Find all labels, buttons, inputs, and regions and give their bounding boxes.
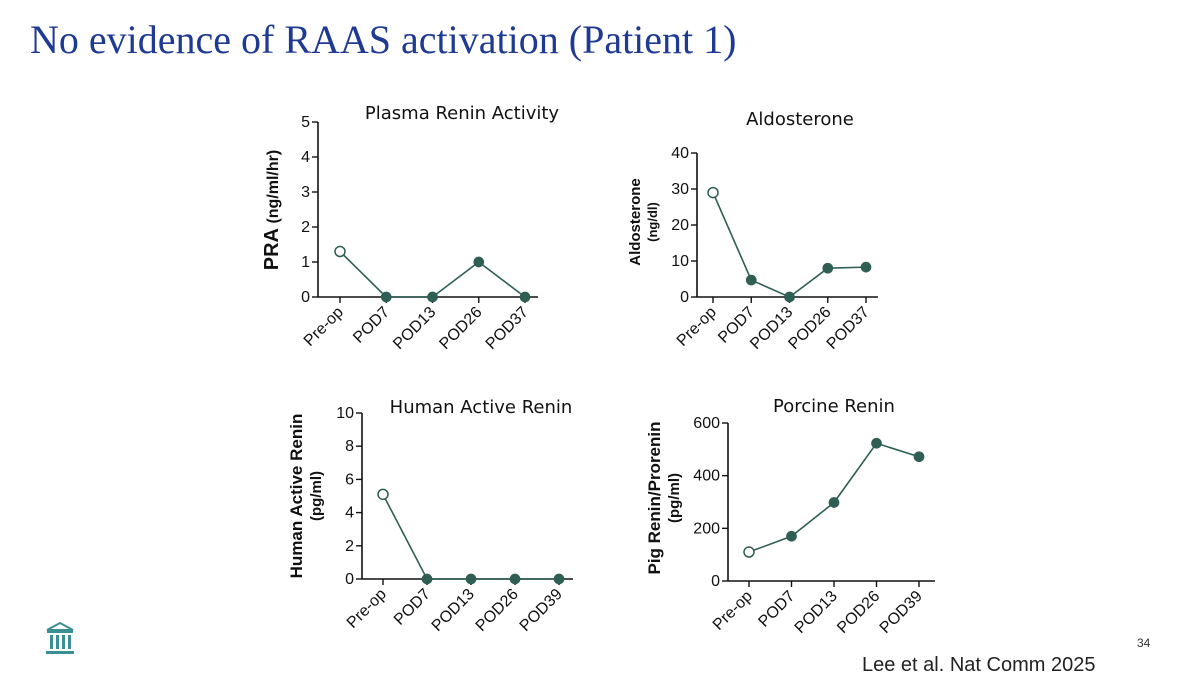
chart-1-ytick-label: 3 — [301, 184, 310, 201]
chart-1-xtick-label: POD26 — [436, 304, 485, 353]
chart-1-xtick-label: POD37 — [483, 304, 532, 353]
chart-1-title: Plasma Renin Activity — [365, 103, 560, 124]
chart-3-ylabel: Human Active Renin — [287, 414, 306, 579]
chart-1-ylabel-unit: (ng/ml/hr) — [265, 150, 282, 228]
chart-3-xtick-label: Pre-op — [344, 586, 390, 632]
chart-3-point — [509, 573, 521, 585]
chart-3-point — [465, 573, 477, 585]
chart-4-point — [743, 546, 755, 558]
chart-2-ytick-label: 10 — [671, 253, 689, 270]
chart-3-ytick-label: 4 — [345, 505, 354, 522]
chart-1-series-line — [339, 250, 526, 298]
chart-4-ylabel: Pig Renin/Prorenin — [645, 421, 664, 574]
chart-2-point — [707, 186, 719, 199]
chart-4-title: Porcine Renin — [773, 396, 895, 417]
chart-4-ytick-label: 0 — [711, 573, 720, 590]
chart-3-xtick-label: POD7 — [391, 586, 434, 629]
chart-4-xtick-label: Pre-op — [710, 588, 756, 634]
chart-3-ytick-label: 2 — [345, 538, 354, 555]
chart-2-point — [784, 291, 795, 303]
slide-title: No evidence of RAAS activation (Patient … — [30, 17, 737, 62]
chart-1-xtick-label: POD13 — [390, 304, 439, 353]
chart-2-ylabel-name: Aldosterone — [627, 178, 644, 266]
chart-1-point — [427, 291, 438, 303]
citation: Lee et al. Nat Comm 2025 — [862, 654, 1096, 676]
chart-3-xtick-label: POD39 — [517, 586, 566, 635]
chart-1-ytick-label: 5 — [301, 114, 310, 131]
chart-3-point — [377, 488, 389, 501]
chart-4-ytick-label: 400 — [693, 468, 720, 485]
chart-1-ytick-label: 0 — [301, 289, 310, 306]
chart-4-xtick-label: POD26 — [834, 588, 883, 637]
chart-3-point — [553, 573, 565, 585]
chart-1-point — [473, 256, 485, 268]
chart-3-ylabel-unit: (pg/ml) — [308, 471, 325, 521]
chart-4-ytick-label: 600 — [693, 415, 720, 432]
chart-3-xtick-label: POD13 — [429, 586, 478, 635]
chart-1-ytick-label: 2 — [301, 219, 310, 236]
chart-3-ytick-label: 10 — [336, 405, 354, 422]
chart-2-series-line — [712, 192, 867, 298]
chart-3-xtick-label: POD26 — [473, 586, 522, 635]
chart-2-ytick-label: 30 — [671, 181, 689, 198]
chart-1-xtick-label: POD7 — [350, 304, 393, 347]
chart-4-xtick-label: POD13 — [792, 588, 841, 637]
chart-3-ytick-label: 0 — [345, 571, 354, 588]
chart-2-xtick-label: Pre-op — [674, 304, 720, 350]
chart-4-ylabel-unit: (pg/ml) — [666, 473, 683, 523]
chart-2-ytick-label: 40 — [671, 145, 689, 162]
chart-2-ylabel-unit: (ng/dl) — [645, 202, 660, 242]
chart-3-point — [421, 573, 433, 585]
chart-2-xtick-label: POD37 — [824, 304, 873, 353]
chart-2-ytick-label: 0 — [680, 289, 689, 306]
chart-3-ytick-label: 6 — [345, 471, 354, 488]
chart-1-ylabel-name: PRA — [261, 228, 283, 270]
chart-1-ytick-label: 1 — [301, 254, 310, 271]
chart-1-ylabel: PRA (ng/ml/hr) — [261, 150, 283, 270]
chart-4-point — [786, 530, 797, 542]
chart-4-ylabel-name: Pig Renin/Prorenin — [645, 421, 664, 574]
chart-3-ytick-label: 8 — [345, 438, 354, 455]
chart-4-point — [828, 497, 840, 508]
chart-2-ylabel: Aldosterone — [627, 178, 644, 266]
chart-1-xtick-label: Pre-op — [301, 304, 347, 350]
chart-3-title: Human Active Renin — [390, 397, 573, 418]
chart-4-ytick-label: 200 — [693, 520, 720, 537]
chart-1-point — [519, 291, 531, 303]
chart-1-point — [334, 245, 346, 258]
chart-2-ytick-label: 20 — [671, 217, 689, 234]
chart-2-title: Aldosterone — [746, 109, 854, 130]
chart-4-xtick-label: POD39 — [877, 588, 926, 637]
chart-3-series-line — [382, 493, 559, 580]
institution-columns-icon — [45, 620, 75, 661]
chart-1-ytick-label: 4 — [301, 149, 310, 166]
chart-3-ylabel-name: Human Active Renin — [287, 414, 306, 579]
chart-4-point — [871, 437, 882, 449]
page-number: 34 — [1137, 636, 1151, 650]
chart-2-point — [860, 261, 872, 273]
chart-2-point — [745, 274, 757, 286]
chart-4-point — [913, 451, 925, 463]
chart-2-point — [822, 262, 834, 274]
chart-1-point — [380, 291, 392, 303]
